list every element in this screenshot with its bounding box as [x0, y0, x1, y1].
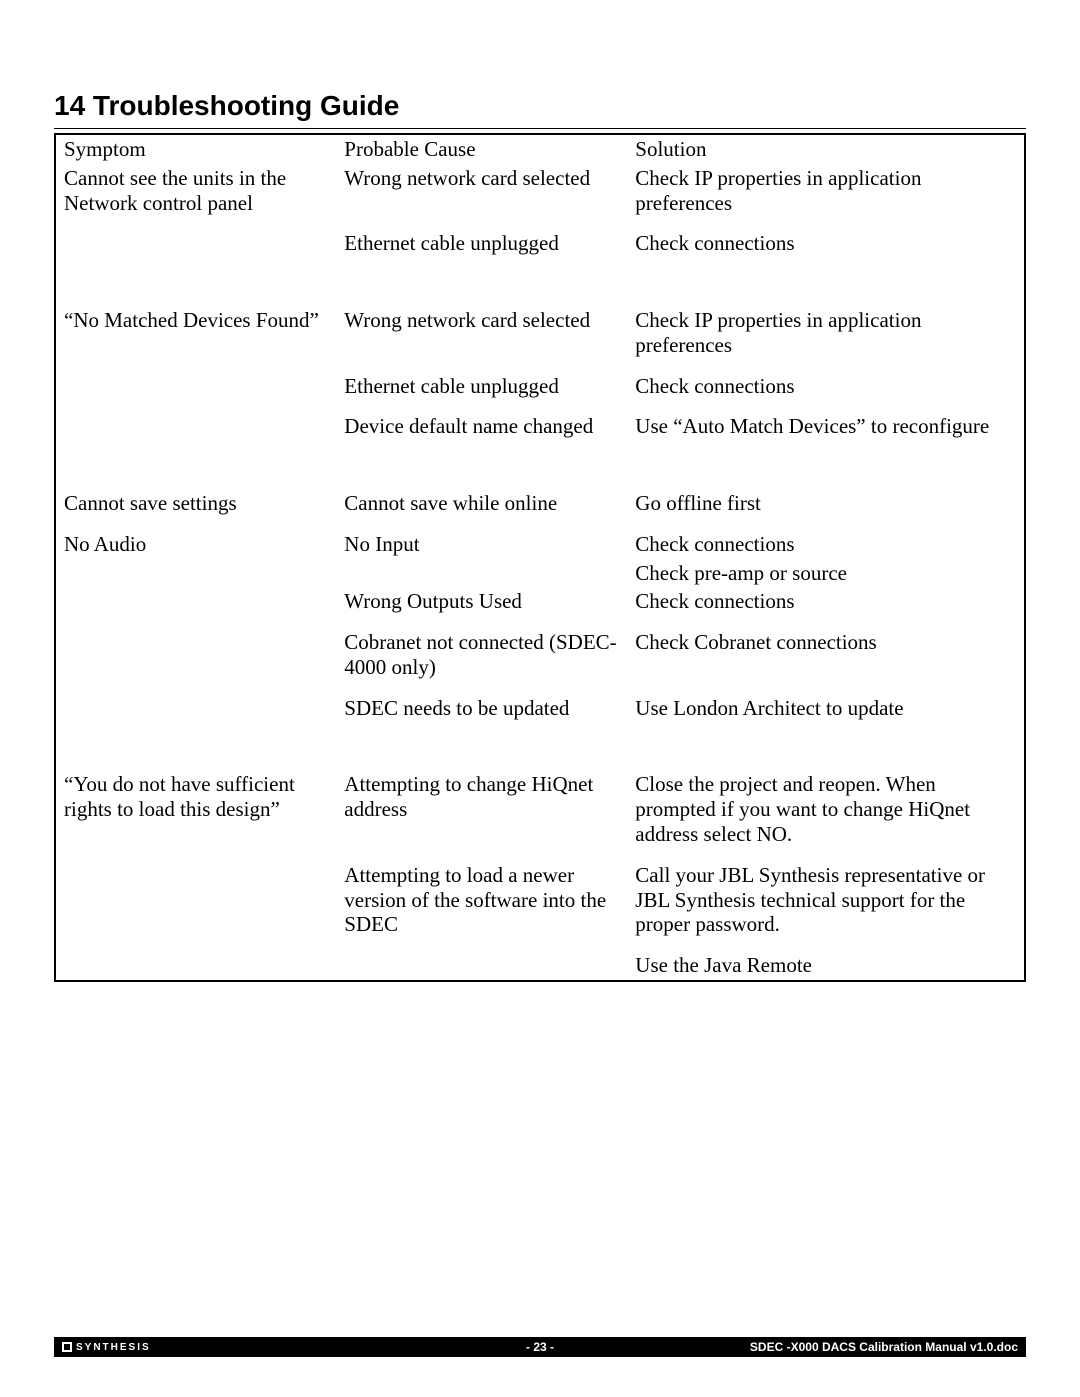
cell-cause: Wrong network card selected: [336, 306, 627, 360]
table-row: SDEC needs to be updatedUse London Archi…: [55, 694, 1025, 723]
page-footer: SYNTHESIS - 23 - SDEC -X000 DACS Calibra…: [54, 1337, 1026, 1357]
spacer-cell: [55, 360, 1025, 372]
footer-logo: SYNTHESIS: [62, 1342, 151, 1353]
cell-cause: No Input: [336, 530, 627, 559]
footer-logo-text: SYNTHESIS: [76, 1342, 151, 1353]
cell-symptom: [55, 559, 336, 588]
table-row: No AudioNo InputCheck connections: [55, 530, 1025, 559]
spacer-cell: [55, 441, 1025, 489]
cell-symptom: [55, 951, 336, 981]
spacer-cell: [55, 518, 1025, 530]
cell-solution: Check connections: [627, 372, 1025, 401]
cell-cause: [336, 951, 627, 981]
spacer-cell: [55, 939, 1025, 951]
spacer-cell: [55, 400, 1025, 412]
table-row: Ethernet cable unpluggedCheck connection…: [55, 229, 1025, 258]
table-spacer-row: [55, 400, 1025, 412]
table-spacer-row: [55, 360, 1025, 372]
header-solution: Solution: [627, 134, 1025, 164]
cell-solution: Check pre-amp or source: [627, 559, 1025, 588]
cell-solution: Check connections: [627, 229, 1025, 258]
cell-cause: Ethernet cable unplugged: [336, 372, 627, 401]
spacer-cell: [55, 217, 1025, 229]
table-spacer-row: [55, 258, 1025, 306]
cell-symptom: [55, 861, 336, 939]
table-row: Attempting to load a newer version of th…: [55, 861, 1025, 939]
table-row: Cannot see the units in the Network cont…: [55, 164, 1025, 218]
cell-symptom: “No Matched Devices Found”: [55, 306, 336, 360]
table-spacer-row: [55, 441, 1025, 489]
footer-page-number: - 23 -: [526, 1340, 554, 1354]
logo-icon: [62, 1342, 72, 1352]
cell-cause: Attempting to load a newer version of th…: [336, 861, 627, 939]
cell-solution: Use “Auto Match Devices” to reconfigure: [627, 412, 1025, 441]
cell-cause: Device default name changed: [336, 412, 627, 441]
spacer-cell: [55, 682, 1025, 694]
spacer-cell: [55, 722, 1025, 770]
table-header-row: Symptom Probable Cause Solution: [55, 134, 1025, 164]
table-spacer-row: [55, 616, 1025, 628]
document-page: 14 Troubleshooting Guide Symptom Probabl…: [0, 0, 1080, 982]
cell-solution: Check Cobranet connections: [627, 628, 1025, 682]
cell-symptom: [55, 694, 336, 723]
table-row: Cobranet not connected (SDEC-4000 only)C…: [55, 628, 1025, 682]
cell-symptom: [55, 229, 336, 258]
spacer-cell: [55, 258, 1025, 306]
table-spacer-row: [55, 682, 1025, 694]
cell-symptom: No Audio: [55, 530, 336, 559]
cell-solution: Use the Java Remote: [627, 951, 1025, 981]
cell-cause: Ethernet cable unplugged: [336, 229, 627, 258]
cell-solution: Check IP properties in application prefe…: [627, 164, 1025, 218]
table-spacer-row: [55, 518, 1025, 530]
table-row: Check pre-amp or source: [55, 559, 1025, 588]
troubleshooting-table: Symptom Probable Cause Solution Cannot s…: [54, 133, 1026, 982]
cell-symptom: Cannot save settings: [55, 489, 336, 518]
cell-cause: SDEC needs to be updated: [336, 694, 627, 723]
title-underline: [54, 128, 1026, 129]
table-row: Cannot save settingsCannot save while on…: [55, 489, 1025, 518]
table-row: Wrong Outputs UsedCheck connections: [55, 587, 1025, 616]
cell-symptom: [55, 587, 336, 616]
page-title: 14 Troubleshooting Guide: [54, 90, 1026, 122]
footer-doc-name: SDEC -X000 DACS Calibration Manual v1.0.…: [750, 1340, 1018, 1354]
spacer-cell: [55, 616, 1025, 628]
table-row: Use the Java Remote: [55, 951, 1025, 981]
cell-cause: Cannot save while online: [336, 489, 627, 518]
cell-symptom: [55, 372, 336, 401]
header-cause: Probable Cause: [336, 134, 627, 164]
cell-symptom: Cannot see the units in the Network cont…: [55, 164, 336, 218]
table-row: Ethernet cable unpluggedCheck connection…: [55, 372, 1025, 401]
cell-solution: Use London Architect to update: [627, 694, 1025, 723]
table-row: “You do not have sufficient rights to lo…: [55, 770, 1025, 848]
spacer-cell: [55, 849, 1025, 861]
table-row: “No Matched Devices Found”Wrong network …: [55, 306, 1025, 360]
cell-solution: Go offline first: [627, 489, 1025, 518]
table-spacer-row: [55, 217, 1025, 229]
cell-symptom: [55, 628, 336, 682]
cell-symptom: “You do not have sufficient rights to lo…: [55, 770, 336, 848]
cell-solution: Close the project and reopen. When promp…: [627, 770, 1025, 848]
table-spacer-row: [55, 939, 1025, 951]
header-symptom: Symptom: [55, 134, 336, 164]
cell-cause: Cobranet not connected (SDEC-4000 only): [336, 628, 627, 682]
cell-solution: Check connections: [627, 530, 1025, 559]
cell-symptom: [55, 412, 336, 441]
cell-cause: [336, 559, 627, 588]
table-spacer-row: [55, 722, 1025, 770]
table-row: Device default name changedUse “Auto Mat…: [55, 412, 1025, 441]
cell-cause: Attempting to change HiQnet address: [336, 770, 627, 848]
cell-solution: Call your JBL Synthesis representative o…: [627, 861, 1025, 939]
table-spacer-row: [55, 849, 1025, 861]
cell-solution: Check IP properties in application prefe…: [627, 306, 1025, 360]
cell-solution: Check connections: [627, 587, 1025, 616]
cell-cause: Wrong network card selected: [336, 164, 627, 218]
cell-cause: Wrong Outputs Used: [336, 587, 627, 616]
